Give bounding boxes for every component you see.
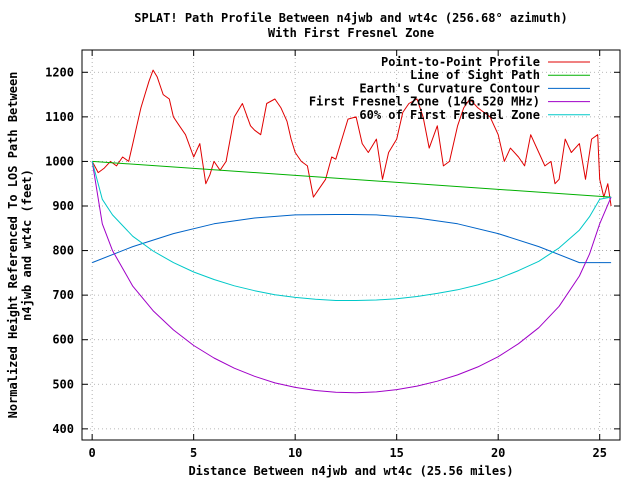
chart-subtitle: With First Fresnel Zone: [268, 26, 434, 40]
x-tick-label: 10: [288, 446, 302, 460]
x-tick-label: 25: [592, 446, 606, 460]
y-tick-label: 900: [52, 199, 74, 213]
y-tick-label: 500: [52, 377, 74, 391]
y-axis-label-line2: n4jwb and wt4c (feet): [20, 169, 34, 321]
legend-label: Line of Sight Path: [410, 68, 540, 82]
plot-frame: [81, 49, 621, 441]
legend-label: Point-to-Point Profile: [381, 55, 540, 69]
y-tick-label: 800: [52, 244, 74, 258]
x-tick-label: 5: [190, 446, 197, 460]
fresnel-60-line: [91, 161, 612, 301]
chart-title: SPLAT! Path Profile Between n4jwb and wt…: [134, 11, 567, 25]
grid: [82, 50, 620, 440]
y-tick-label: 400: [52, 422, 74, 436]
legend-label: 60% of First Fresnel Zone: [359, 108, 540, 122]
y-axis-label-line1: Normalized Height Referenced To LOS Path…: [6, 72, 20, 419]
x-tick-label: 0: [89, 446, 96, 460]
y-tick-label: 700: [52, 288, 74, 302]
x-tick-label: 20: [491, 446, 505, 460]
y-tick-label: 1100: [45, 110, 74, 124]
y-tick-label: 600: [52, 333, 74, 347]
fresnel-zone-line: [91, 161, 612, 394]
legend-label: First Fresnel Zone (146.520 MHz): [309, 95, 540, 109]
line-of-sight-line: [92, 160, 612, 198]
y-tick-label: 1000: [45, 154, 74, 168]
x-tick-label: 15: [389, 446, 403, 460]
earth-curvature-line: [92, 214, 612, 264]
y-tick-label: 1200: [45, 65, 74, 79]
legend-label: Earth's Curvature Contour: [359, 81, 540, 95]
terrain-profile-line: [91, 69, 612, 207]
axis-ticks: 0 5 10 15 20 25 400 500 600 700 800 900 1000 1100 1200: [45, 50, 620, 460]
x-axis-label: Distance Between n4jwb and wt4c (25.56 m…: [188, 464, 513, 478]
series-layer: [91, 69, 612, 394]
